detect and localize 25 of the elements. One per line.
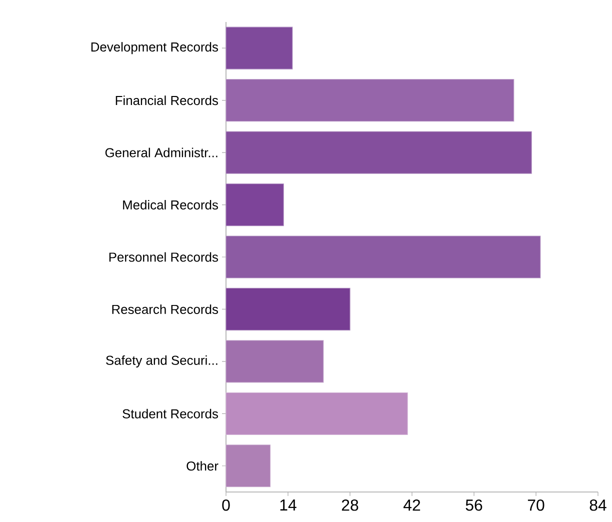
bar: [226, 444, 271, 488]
y-tick-label: Financial Records: [116, 96, 218, 106]
bar: [226, 183, 284, 226]
bar: [226, 26, 293, 70]
x-tick-label: 56: [466, 500, 482, 511]
bar: [226, 340, 324, 383]
y-tick-label: Safety and Securi...: [106, 355, 218, 368]
bar: [226, 236, 541, 278]
y-tick-label: Development Records: [91, 42, 218, 54]
x-tick-label: 0: [222, 500, 230, 511]
y-tick-label: Medical Records: [123, 200, 218, 210]
x-tick-label: 70: [528, 500, 544, 511]
bar: [226, 392, 408, 435]
y-tick-label: Other: [186, 461, 218, 471]
x-tick-label: 84: [590, 500, 606, 511]
y-tick-label: General Administr...: [105, 148, 218, 158]
bar: [226, 79, 514, 122]
y-tick-label: Student Records: [122, 408, 218, 418]
bar: [226, 131, 532, 174]
x-tick-label: 42: [403, 500, 420, 511]
x-tick-label: 28: [342, 500, 358, 511]
y-tick-label: Research Records: [112, 304, 218, 314]
bar: [226, 288, 350, 331]
x-tick-label: 14: [280, 500, 296, 510]
y-tick-label: Personnel Records: [109, 252, 218, 262]
